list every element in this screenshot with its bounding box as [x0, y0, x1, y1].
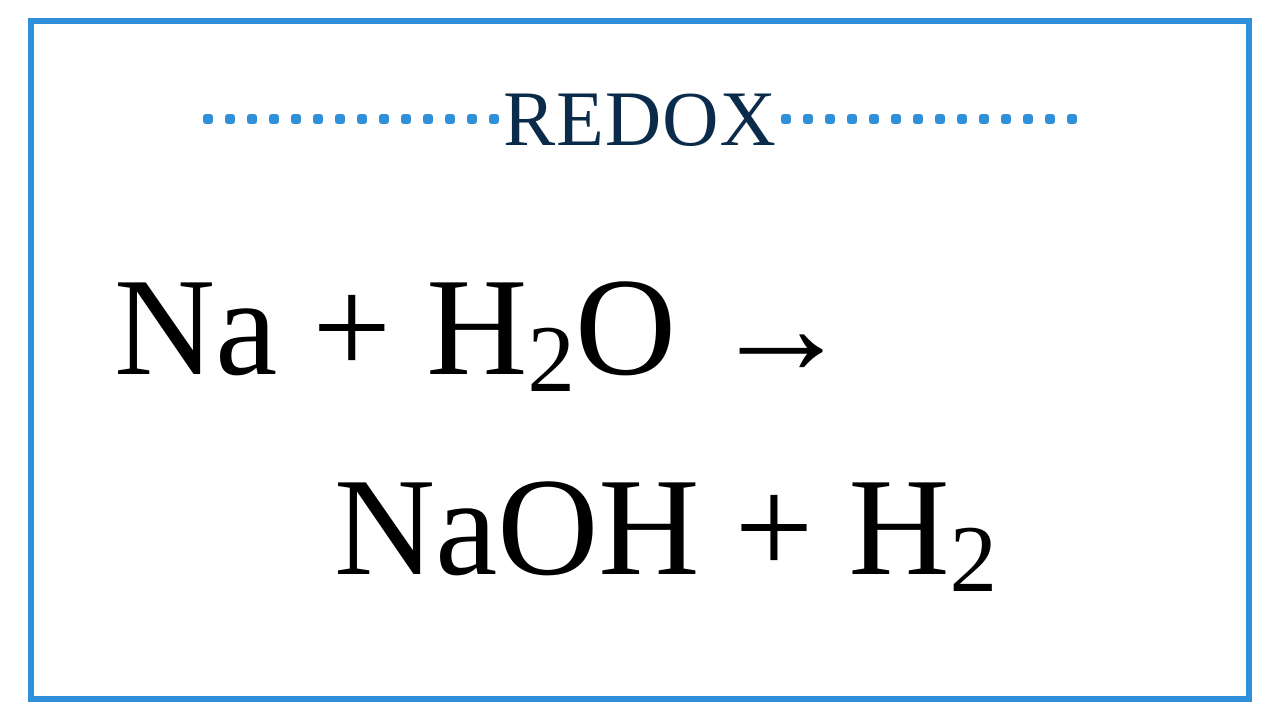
- dot: [225, 114, 235, 124]
- dot: [935, 114, 945, 124]
- dot: [869, 114, 879, 124]
- dot: [445, 114, 455, 124]
- formula-text: NaOH: [334, 450, 699, 605]
- formula-text: +: [699, 450, 848, 605]
- dot: [269, 114, 279, 124]
- formula-text: Na: [114, 250, 277, 405]
- dot: [781, 114, 791, 124]
- dot: [913, 114, 923, 124]
- subscript: 2: [950, 506, 998, 612]
- dot: [313, 114, 323, 124]
- dot: [803, 114, 813, 124]
- dot: [1045, 114, 1055, 124]
- dot: [979, 114, 989, 124]
- header-row: REDOX: [34, 74, 1246, 164]
- dotted-rule-left: [203, 114, 499, 124]
- reaction-arrow: →: [711, 254, 851, 401]
- formula-text: H: [426, 250, 527, 405]
- dot: [335, 114, 345, 124]
- dot: [825, 114, 835, 124]
- dot: [357, 114, 367, 124]
- dot: [1001, 114, 1011, 124]
- formula-text: H: [848, 450, 949, 605]
- dot: [467, 114, 477, 124]
- equation-line-2: NaOH + H2: [334, 454, 997, 601]
- subscript: 2: [527, 306, 575, 412]
- dot: [1023, 114, 1033, 124]
- formula-text: +: [277, 250, 426, 405]
- dot: [423, 114, 433, 124]
- content-frame: REDOX Na + H2O → NaOH + H2: [28, 18, 1252, 702]
- dot: [291, 114, 301, 124]
- dot: [1067, 114, 1077, 124]
- dot: [891, 114, 901, 124]
- title-text: REDOX: [503, 74, 777, 164]
- equation-line-1: Na + H2O →: [114, 254, 851, 401]
- dotted-rule-right: [781, 114, 1077, 124]
- formula-text: [676, 250, 711, 405]
- formula-text: O: [575, 250, 676, 405]
- dot: [401, 114, 411, 124]
- dot: [203, 114, 213, 124]
- dot: [957, 114, 967, 124]
- dot: [489, 114, 499, 124]
- dot: [247, 114, 257, 124]
- dot: [379, 114, 389, 124]
- dot: [847, 114, 857, 124]
